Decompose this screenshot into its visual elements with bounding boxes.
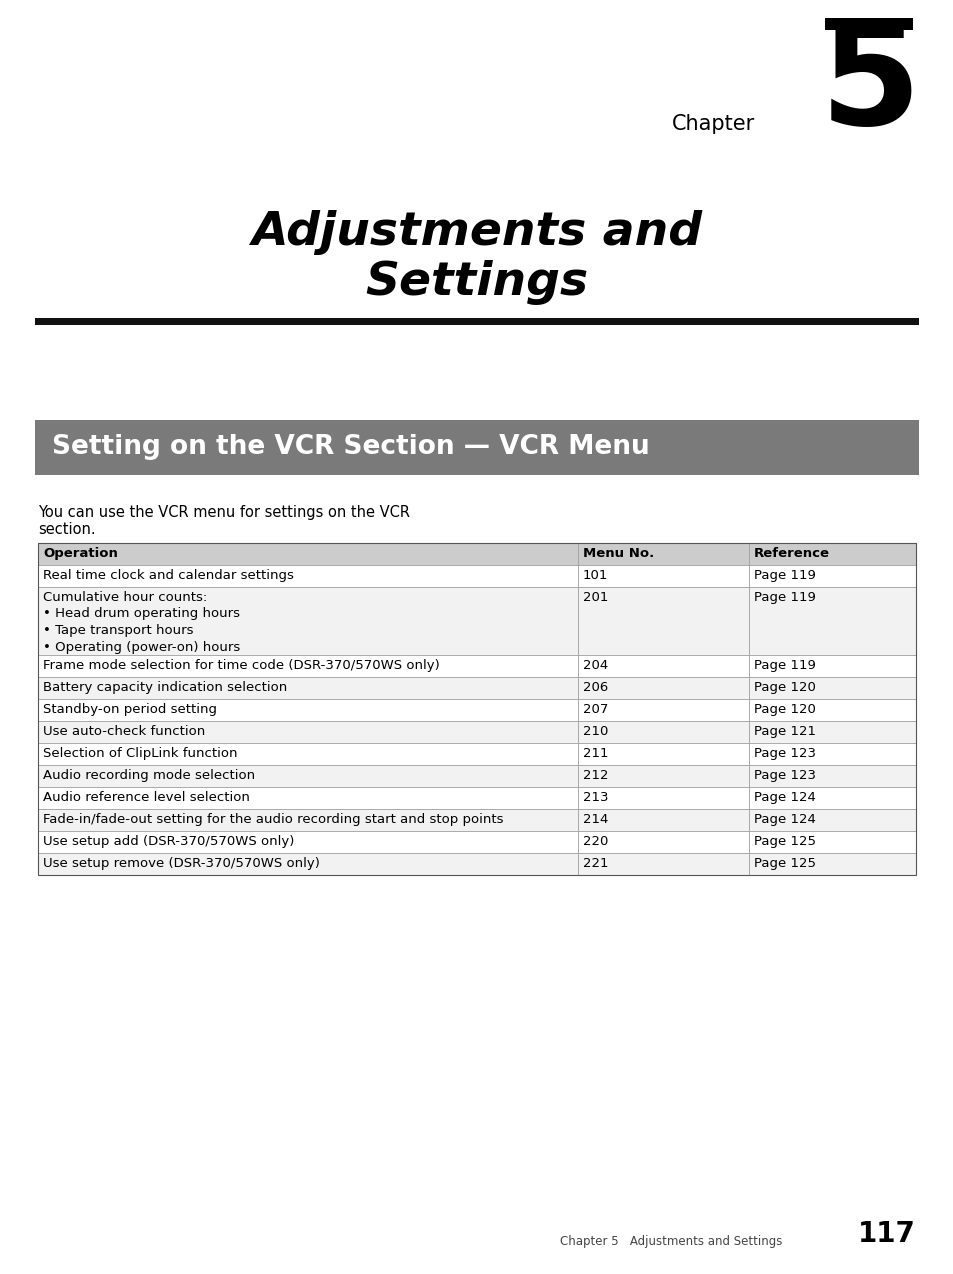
Bar [35, 420, 918, 475]
Bar [748, 587, 915, 655]
Text: Reference: Reference [754, 547, 829, 561]
Bar [578, 809, 748, 831]
Bar [748, 764, 915, 787]
Text: Page 121: Page 121 [754, 725, 816, 738]
Bar [38, 787, 578, 809]
Bar [748, 809, 915, 831]
Text: Cumulative hour counts:
• Head drum operating hours
• Tape transport hours
• Ope: Cumulative hour counts: • Head drum oper… [43, 591, 240, 654]
Bar [748, 655, 915, 676]
Bar [748, 543, 915, 564]
Text: 210: 210 [582, 725, 608, 738]
Bar [38, 764, 578, 787]
Text: Page 123: Page 123 [754, 769, 816, 782]
Text: Page 124: Page 124 [754, 813, 815, 826]
Bar [748, 676, 915, 699]
Bar [748, 854, 915, 875]
Bar [748, 831, 915, 854]
Bar [38, 655, 578, 676]
Text: Setting on the VCR Section — VCR Menu: Setting on the VCR Section — VCR Menu [52, 434, 649, 460]
Bar [38, 699, 578, 721]
Text: 221: 221 [582, 857, 608, 870]
Text: 212: 212 [582, 769, 608, 782]
Text: Audio recording mode selection: Audio recording mode selection [43, 769, 254, 782]
Text: Real time clock and calendar settings: Real time clock and calendar settings [43, 569, 294, 582]
Bar [38, 543, 578, 564]
Bar [748, 721, 915, 743]
Bar [578, 854, 748, 875]
Bar [578, 655, 748, 676]
Bar [35, 318, 918, 325]
Text: 214: 214 [582, 813, 608, 826]
Bar [748, 787, 915, 809]
Text: Page 125: Page 125 [754, 834, 816, 848]
Text: 220: 220 [582, 834, 608, 848]
Bar [38, 587, 578, 655]
Text: Selection of ClipLink function: Selection of ClipLink function [43, 747, 237, 761]
Bar [38, 721, 578, 743]
Text: Page 119: Page 119 [754, 591, 815, 604]
Text: Page 123: Page 123 [754, 747, 816, 761]
Text: 204: 204 [582, 659, 608, 671]
Text: 117: 117 [858, 1220, 915, 1249]
Bar [578, 564, 748, 587]
Text: section.: section. [38, 522, 95, 538]
Text: Standby-on period setting: Standby-on period setting [43, 703, 216, 716]
Text: 201: 201 [582, 591, 608, 604]
Text: Operation: Operation [43, 547, 118, 561]
Text: 211: 211 [582, 747, 608, 761]
Text: Page 119: Page 119 [754, 569, 815, 582]
Bar [578, 543, 748, 564]
Bar [38, 743, 578, 764]
Text: Page 120: Page 120 [754, 682, 815, 694]
Bar [824, 18, 912, 31]
Text: 213: 213 [582, 791, 608, 804]
Text: Chapter 5   Adjustments and Settings: Chapter 5 Adjustments and Settings [559, 1235, 781, 1249]
Bar [578, 676, 748, 699]
Bar [38, 676, 578, 699]
Bar [38, 564, 578, 587]
Text: You can use the VCR menu for settings on the VCR: You can use the VCR menu for settings on… [38, 505, 410, 520]
Text: Page 120: Page 120 [754, 703, 815, 716]
Text: Frame mode selection for time code (DSR-370/570WS only): Frame mode selection for time code (DSR-… [43, 659, 439, 671]
Text: Page 119: Page 119 [754, 659, 815, 671]
Text: Use setup add (DSR-370/570WS only): Use setup add (DSR-370/570WS only) [43, 834, 294, 848]
Text: Use auto-check function: Use auto-check function [43, 725, 205, 738]
Bar [578, 764, 748, 787]
Text: 5: 5 [819, 14, 920, 155]
Bar [578, 743, 748, 764]
Bar [578, 587, 748, 655]
Bar [38, 543, 915, 875]
Text: Audio reference level selection: Audio reference level selection [43, 791, 250, 804]
Text: Settings: Settings [365, 260, 588, 304]
Text: Fade-in/fade-out setting for the audio recording start and stop points: Fade-in/fade-out setting for the audio r… [43, 813, 503, 826]
Bar [748, 743, 915, 764]
Bar [38, 831, 578, 854]
Bar [748, 564, 915, 587]
Text: 101: 101 [582, 569, 608, 582]
Text: Use setup remove (DSR-370/570WS only): Use setup remove (DSR-370/570WS only) [43, 857, 319, 870]
Text: 206: 206 [582, 682, 608, 694]
Bar [578, 721, 748, 743]
Text: Menu No.: Menu No. [582, 547, 654, 561]
Bar [748, 699, 915, 721]
Text: Adjustments and: Adjustments and [252, 210, 701, 255]
Text: Page 125: Page 125 [754, 857, 816, 870]
Text: Battery capacity indication selection: Battery capacity indication selection [43, 682, 287, 694]
Text: Page 124: Page 124 [754, 791, 815, 804]
Bar [578, 831, 748, 854]
Text: Chapter: Chapter [671, 113, 754, 134]
Bar [38, 854, 578, 875]
Bar [38, 809, 578, 831]
Bar [578, 787, 748, 809]
Text: 207: 207 [582, 703, 608, 716]
Bar [578, 699, 748, 721]
